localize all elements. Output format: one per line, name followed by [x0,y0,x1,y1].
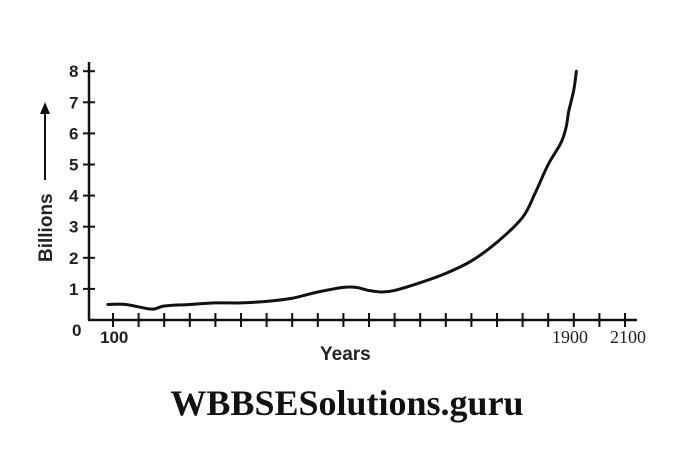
x-axis-title: Years [320,344,371,365]
population-curve [106,69,578,311]
y-tick-labels: 1 2 3 4 5 6 7 8 [69,62,79,299]
y-axis-title-group: Billions [36,102,57,262]
y-tick-label: 7 [69,93,78,112]
x-label-1900: 1900 [552,327,588,347]
y-tick-label: 6 [69,124,78,143]
y-axis-title: Billions [36,193,57,262]
x-label-100: 100 [100,328,128,347]
origin-label: 0 [72,321,81,340]
y-tick-label: 5 [69,156,78,175]
y-tick-label: 2 [69,249,78,268]
watermark-text: WBBSESolutions.guru [170,383,524,423]
y-tick-label: 4 [69,187,79,206]
population-chart: 0 100 1900 2100 Years Billions 1 2 3 4 5 6 7 8 [36,62,646,365]
y-tick-label: 8 [69,62,78,81]
y-tick-label: 1 [69,280,78,299]
y-ticks [83,70,95,290]
x-ticks [112,313,626,327]
arrow-head-icon [40,102,50,114]
x-label-2100: 2100 [610,327,646,347]
y-tick-label: 3 [69,218,78,237]
